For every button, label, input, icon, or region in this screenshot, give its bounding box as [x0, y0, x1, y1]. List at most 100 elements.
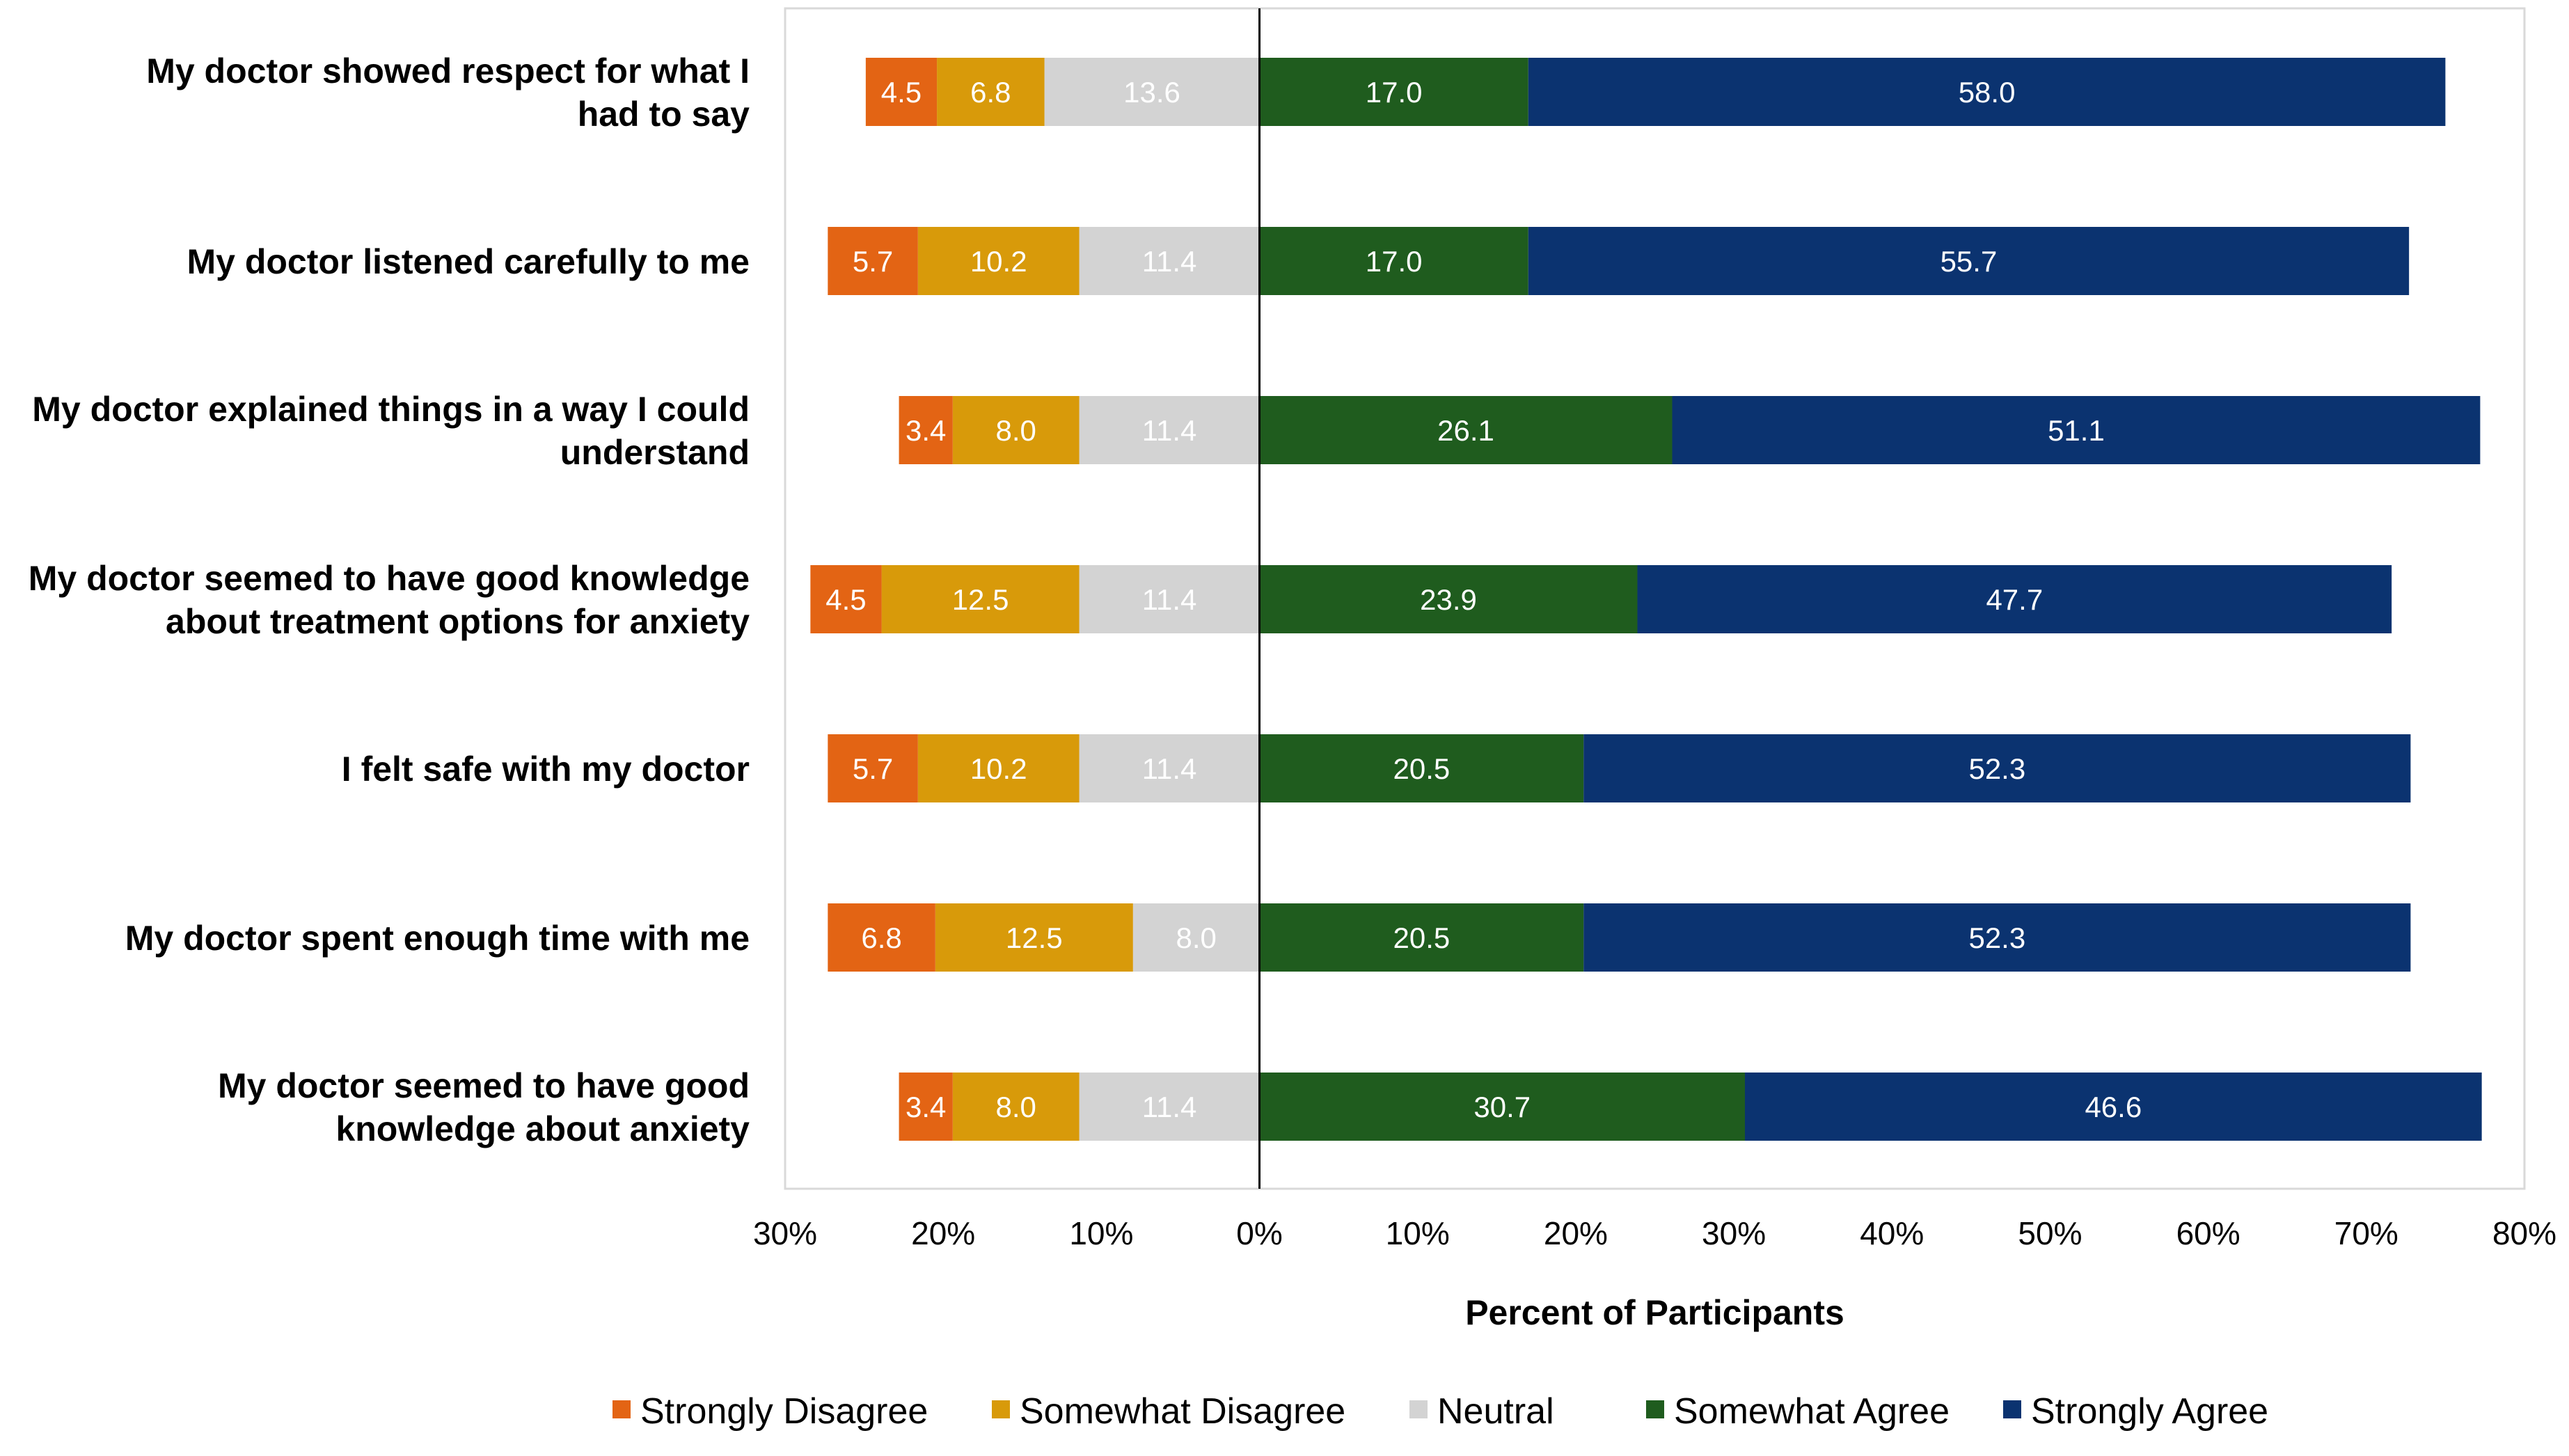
bar-neutral-row-2	[1079, 227, 1260, 295]
data-label-strongly-disagree-row-3: 3.4	[906, 414, 946, 447]
data-label-somewhat-disagree-row-6: 12.5	[1006, 921, 1063, 954]
data-label-somewhat-agree-row-5: 20.5	[1393, 752, 1451, 785]
bar-strongly-agree-row-5	[1583, 734, 2411, 802]
data-label-neutral-row-1: 13.6	[1123, 76, 1180, 109]
x-tick-label: 30%	[1702, 1215, 1766, 1251]
data-label-neutral-row-6: 8.0	[1176, 921, 1216, 954]
bar-neutral-row-7	[1079, 1073, 1260, 1141]
category-label-row-5: I felt safe with my doctor	[342, 750, 750, 789]
data-label-somewhat-disagree-row-7: 8.0	[995, 1091, 1036, 1123]
x-tick-label: 10%	[1386, 1215, 1450, 1251]
bar-strongly-agree-row-1	[1528, 58, 2446, 126]
data-label-somewhat-disagree-row-2: 10.2	[970, 245, 1027, 278]
legend: Strongly Disagree Somewhat Disagree Neutra…	[612, 1391, 2268, 1432]
data-label-somewhat-disagree-row-3: 8.0	[995, 414, 1036, 447]
bar-strongly-disagree-row-1	[865, 58, 938, 126]
data-label-strongly-agree-row-6: 52.3	[1968, 921, 2025, 954]
data-label-strongly-disagree-row-1: 4.5	[881, 76, 922, 109]
bar-strongly-agree-row-6	[1583, 903, 2411, 972]
x-tick-label: 20%	[1544, 1215, 1608, 1251]
category-label-row-6: My doctor spent enough time with me	[125, 919, 750, 958]
bar-somewhat-disagree-row-1	[937, 58, 1045, 126]
x-tick-label: 30%	[753, 1215, 817, 1251]
data-label-strongly-agree-row-3: 51.1	[2048, 414, 2105, 447]
bar-somewhat-disagree-row-6	[935, 903, 1133, 972]
x-tick-label: 10%	[1069, 1215, 1133, 1251]
bar-neutral-row-5	[1079, 734, 1260, 802]
data-label-strongly-disagree-row-5: 5.7	[853, 752, 893, 785]
data-label-neutral-row-3: 11.4	[1142, 414, 1197, 447]
bar-neutral-row-6	[1132, 903, 1260, 972]
category-label-row-7: My doctor seemed to have good knowledge a…	[218, 1066, 750, 1148]
category-label-row-4: My doctor seemed to have good knowledge a…	[29, 559, 750, 641]
data-label-strongly-disagree-row-6: 6.8	[861, 921, 901, 954]
data-label-somewhat-disagree-row-1: 6.8	[970, 76, 1011, 109]
data-label-strongly-agree-row-1: 58.0	[1959, 76, 2016, 109]
data-label-somewhat-agree-row-3: 26.1	[1437, 414, 1494, 447]
data-label-strongly-agree-row-2: 55.7	[1940, 245, 1998, 278]
x-tick-label: 80%	[2492, 1215, 2556, 1251]
legend-swatch-somewhat-disagree	[992, 1400, 1010, 1418]
x-axis-title: Percent of Participants	[1465, 1293, 1844, 1332]
data-label-strongly-disagree-row-2: 5.7	[853, 245, 893, 278]
bar-strongly-disagree-row-6	[828, 903, 935, 972]
bar-somewhat-agree-row-4	[1259, 565, 1638, 633]
bar-strongly-disagree-row-4	[810, 565, 882, 633]
data-label-somewhat-agree-row-7: 30.7	[1473, 1091, 1531, 1123]
data-label-strongly-agree-row-5: 52.3	[1968, 752, 2025, 785]
legend-label-somewhat-disagree: Somewhat Disagree	[1020, 1391, 1345, 1432]
bar-somewhat-agree-row-1	[1259, 58, 1528, 126]
legend-label-strongly-agree: Strongly Agree	[2031, 1391, 2268, 1432]
data-label-somewhat-disagree-row-5: 10.2	[970, 752, 1027, 785]
bar-strongly-disagree-row-7	[899, 1073, 953, 1141]
category-label-row-2: My doctor listened carefully to me	[187, 242, 750, 281]
bar-strongly-disagree-row-3	[899, 396, 953, 464]
data-label-somewhat-agree-row-2: 17.0	[1366, 245, 1423, 278]
bar-strongly-agree-row-4	[1637, 565, 2392, 633]
bar-somewhat-agree-row-5	[1259, 734, 1584, 802]
bar-somewhat-agree-row-6	[1259, 903, 1584, 972]
bar-strongly-agree-row-3	[1672, 396, 2481, 464]
bar-strongly-agree-row-7	[1744, 1073, 2482, 1141]
legend-swatch-strongly-disagree	[612, 1400, 631, 1418]
bars-layer: 13.6 6.8 4.5 17.0 58.0 11.4 10.2 5.7 17.0 55.7 11.…	[810, 58, 2482, 1141]
data-label-neutral-row-4: 11.4	[1142, 583, 1197, 616]
bar-somewhat-agree-row-7	[1259, 1073, 1745, 1141]
x-axis-ticks: 30% 20% 10% 0% 10% 20% 30% 40% 50% 60% 70% 80%	[753, 1215, 2556, 1251]
data-label-strongly-disagree-row-7: 3.4	[906, 1091, 946, 1123]
bar-somewhat-disagree-row-4	[881, 565, 1080, 633]
bar-strongly-agree-row-2	[1528, 227, 2410, 295]
data-label-somewhat-agree-row-1: 17.0	[1366, 76, 1423, 109]
data-label-strongly-agree-row-4: 47.7	[1986, 583, 2043, 616]
legend-label-neutral: Neutral	[1437, 1391, 1554, 1432]
bar-strongly-disagree-row-5	[828, 734, 918, 802]
data-label-neutral-row-7: 11.4	[1142, 1091, 1197, 1123]
legend-swatch-neutral	[1409, 1400, 1428, 1418]
bar-neutral-row-3	[1079, 396, 1260, 464]
legend-swatch-somewhat-agree	[1646, 1400, 1664, 1418]
x-tick-label: 60%	[2176, 1215, 2240, 1251]
category-label-row-3: My doctor explained things in a way I co…	[32, 390, 750, 472]
data-label-somewhat-disagree-row-4: 12.5	[952, 583, 1009, 616]
plot-area-border	[784, 7, 2526, 1190]
bar-somewhat-disagree-row-3	[952, 396, 1080, 464]
bar-somewhat-agree-row-2	[1259, 227, 1528, 295]
data-label-neutral-row-2: 11.4	[1142, 245, 1197, 278]
bar-somewhat-disagree-row-7	[952, 1073, 1080, 1141]
bar-strongly-disagree-row-2	[828, 227, 918, 295]
x-tick-label: 0%	[1236, 1215, 1282, 1251]
data-label-somewhat-agree-row-6: 20.5	[1393, 921, 1451, 954]
bar-neutral-row-4	[1079, 565, 1260, 633]
legend-label-strongly-disagree: Strongly Disagree	[640, 1391, 928, 1432]
data-label-strongly-disagree-row-4: 4.5	[825, 583, 866, 616]
x-tick-label: 70%	[2334, 1215, 2398, 1251]
data-label-strongly-agree-row-7: 46.6	[2085, 1091, 2142, 1123]
legend-swatch-strongly-agree	[2003, 1400, 2021, 1418]
x-tick-label: 40%	[1860, 1215, 1924, 1251]
bar-somewhat-disagree-row-5	[917, 734, 1080, 802]
data-label-neutral-row-5: 11.4	[1142, 752, 1197, 785]
bar-somewhat-disagree-row-2	[917, 227, 1080, 295]
